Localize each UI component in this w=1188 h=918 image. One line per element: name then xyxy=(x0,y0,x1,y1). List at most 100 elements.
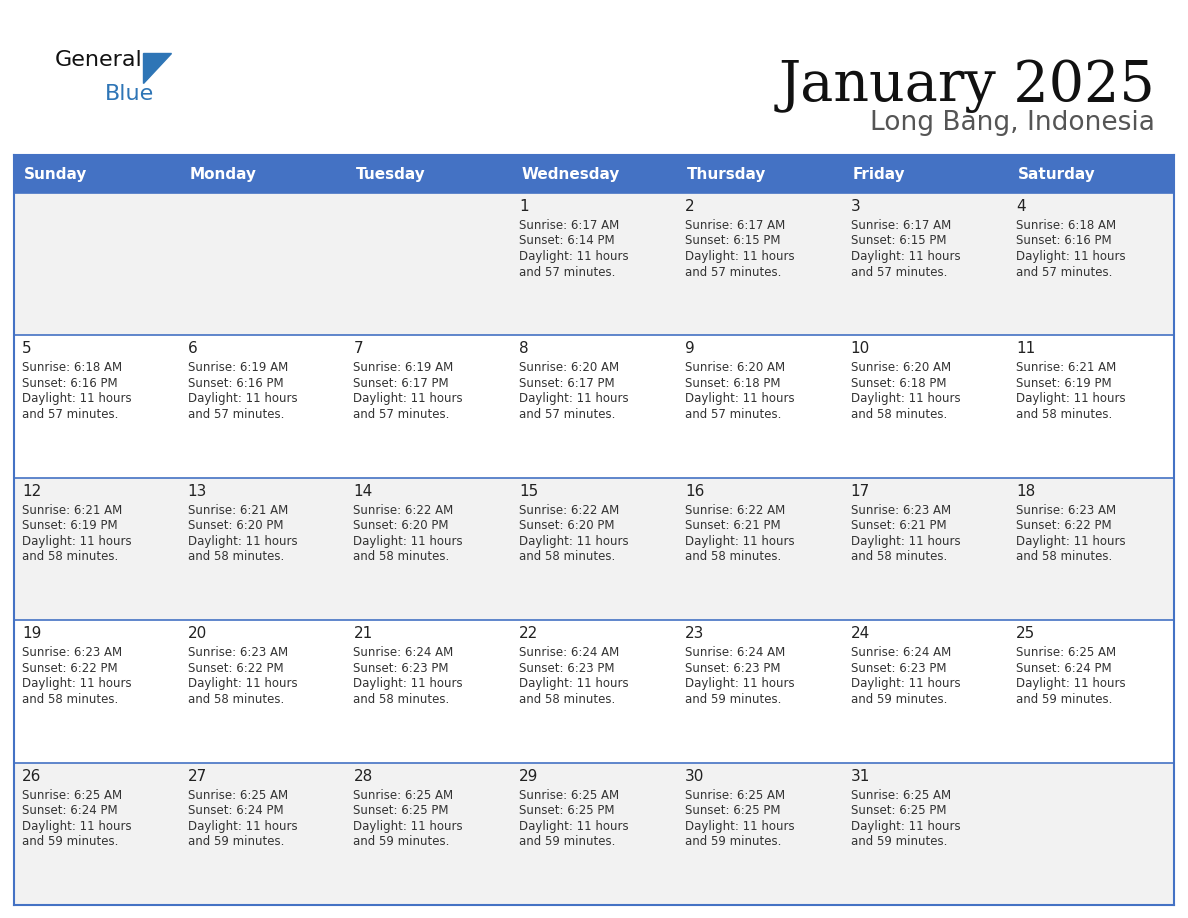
Text: Sunset: 6:22 PM: Sunset: 6:22 PM xyxy=(23,662,118,675)
Text: Daylight: 11 hours: Daylight: 11 hours xyxy=(851,250,960,263)
Text: and 57 minutes.: and 57 minutes. xyxy=(519,265,615,278)
Text: Sunset: 6:21 PM: Sunset: 6:21 PM xyxy=(684,520,781,532)
Bar xyxy=(14,155,1174,193)
Bar xyxy=(14,193,1174,335)
Text: and 59 minutes.: and 59 minutes. xyxy=(1016,693,1113,706)
Text: 25: 25 xyxy=(1016,626,1036,641)
Text: Daylight: 11 hours: Daylight: 11 hours xyxy=(519,820,628,833)
Text: Daylight: 11 hours: Daylight: 11 hours xyxy=(23,677,132,690)
Text: Daylight: 11 hours: Daylight: 11 hours xyxy=(188,677,297,690)
Text: Daylight: 11 hours: Daylight: 11 hours xyxy=(188,535,297,548)
Text: Daylight: 11 hours: Daylight: 11 hours xyxy=(353,392,463,406)
Text: Sunset: 6:21 PM: Sunset: 6:21 PM xyxy=(851,520,946,532)
Text: Sunset: 6:25 PM: Sunset: 6:25 PM xyxy=(353,804,449,817)
Text: Daylight: 11 hours: Daylight: 11 hours xyxy=(851,677,960,690)
Text: Thursday: Thursday xyxy=(687,166,766,182)
Text: and 59 minutes.: and 59 minutes. xyxy=(353,835,450,848)
Text: 30: 30 xyxy=(684,768,704,784)
Text: Daylight: 11 hours: Daylight: 11 hours xyxy=(1016,250,1126,263)
Text: Sunrise: 6:25 AM: Sunrise: 6:25 AM xyxy=(684,789,785,801)
Text: Sunrise: 6:25 AM: Sunrise: 6:25 AM xyxy=(519,789,619,801)
Text: and 57 minutes.: and 57 minutes. xyxy=(519,408,615,420)
Text: and 59 minutes.: and 59 minutes. xyxy=(851,835,947,848)
Text: 28: 28 xyxy=(353,768,373,784)
Text: Sunset: 6:22 PM: Sunset: 6:22 PM xyxy=(1016,520,1112,532)
Text: and 57 minutes.: and 57 minutes. xyxy=(684,408,782,420)
Text: Sunset: 6:18 PM: Sunset: 6:18 PM xyxy=(851,377,946,390)
Text: Sunrise: 6:19 AM: Sunrise: 6:19 AM xyxy=(353,362,454,375)
Text: Tuesday: Tuesday xyxy=(355,166,425,182)
Text: Daylight: 11 hours: Daylight: 11 hours xyxy=(684,250,795,263)
Text: 22: 22 xyxy=(519,626,538,641)
Text: Sunrise: 6:18 AM: Sunrise: 6:18 AM xyxy=(23,362,122,375)
Text: Sunset: 6:25 PM: Sunset: 6:25 PM xyxy=(851,804,946,817)
Text: January 2025: January 2025 xyxy=(778,58,1155,113)
Text: Sunset: 6:15 PM: Sunset: 6:15 PM xyxy=(684,234,781,248)
Text: and 58 minutes.: and 58 minutes. xyxy=(353,693,450,706)
Text: 21: 21 xyxy=(353,626,373,641)
Text: Sunrise: 6:25 AM: Sunrise: 6:25 AM xyxy=(851,789,950,801)
Text: and 58 minutes.: and 58 minutes. xyxy=(1016,408,1112,420)
Text: Sunset: 6:15 PM: Sunset: 6:15 PM xyxy=(851,234,946,248)
Text: and 59 minutes.: and 59 minutes. xyxy=(851,693,947,706)
Text: Sunrise: 6:24 AM: Sunrise: 6:24 AM xyxy=(684,646,785,659)
Text: Sunrise: 6:22 AM: Sunrise: 6:22 AM xyxy=(519,504,619,517)
Text: 3: 3 xyxy=(851,199,860,214)
Text: Blue: Blue xyxy=(105,84,154,104)
Text: Daylight: 11 hours: Daylight: 11 hours xyxy=(1016,535,1126,548)
Text: Sunrise: 6:17 AM: Sunrise: 6:17 AM xyxy=(851,219,950,232)
Text: Sunrise: 6:17 AM: Sunrise: 6:17 AM xyxy=(519,219,619,232)
Text: Wednesday: Wednesday xyxy=(522,166,619,182)
Text: Sunset: 6:24 PM: Sunset: 6:24 PM xyxy=(1016,662,1112,675)
Text: Daylight: 11 hours: Daylight: 11 hours xyxy=(684,677,795,690)
Text: 6: 6 xyxy=(188,341,197,356)
Text: 18: 18 xyxy=(1016,484,1036,498)
Text: Sunrise: 6:23 AM: Sunrise: 6:23 AM xyxy=(23,646,122,659)
Text: Daylight: 11 hours: Daylight: 11 hours xyxy=(519,250,628,263)
Text: 14: 14 xyxy=(353,484,373,498)
Text: Sunset: 6:24 PM: Sunset: 6:24 PM xyxy=(188,804,284,817)
Text: Sunrise: 6:25 AM: Sunrise: 6:25 AM xyxy=(188,789,287,801)
Text: Daylight: 11 hours: Daylight: 11 hours xyxy=(684,392,795,406)
Text: Daylight: 11 hours: Daylight: 11 hours xyxy=(353,535,463,548)
Text: and 59 minutes.: and 59 minutes. xyxy=(684,693,782,706)
Text: Monday: Monday xyxy=(190,166,257,182)
Text: 26: 26 xyxy=(23,768,42,784)
Text: Daylight: 11 hours: Daylight: 11 hours xyxy=(684,535,795,548)
Text: Sunset: 6:22 PM: Sunset: 6:22 PM xyxy=(188,662,284,675)
Text: 8: 8 xyxy=(519,341,529,356)
Text: Daylight: 11 hours: Daylight: 11 hours xyxy=(851,820,960,833)
Text: and 59 minutes.: and 59 minutes. xyxy=(188,835,284,848)
Text: Sunrise: 6:25 AM: Sunrise: 6:25 AM xyxy=(1016,646,1117,659)
Text: Sunset: 6:16 PM: Sunset: 6:16 PM xyxy=(1016,234,1112,248)
Text: 29: 29 xyxy=(519,768,538,784)
Text: Sunset: 6:19 PM: Sunset: 6:19 PM xyxy=(1016,377,1112,390)
Text: and 57 minutes.: and 57 minutes. xyxy=(188,408,284,420)
Text: 19: 19 xyxy=(23,626,42,641)
Text: and 58 minutes.: and 58 minutes. xyxy=(519,693,615,706)
Text: 23: 23 xyxy=(684,626,704,641)
Bar xyxy=(14,335,1174,477)
Text: and 57 minutes.: and 57 minutes. xyxy=(353,408,450,420)
Text: Daylight: 11 hours: Daylight: 11 hours xyxy=(851,392,960,406)
Text: Sunset: 6:20 PM: Sunset: 6:20 PM xyxy=(353,520,449,532)
Text: Daylight: 11 hours: Daylight: 11 hours xyxy=(519,677,628,690)
Text: Daylight: 11 hours: Daylight: 11 hours xyxy=(23,820,132,833)
Text: Sunrise: 6:21 AM: Sunrise: 6:21 AM xyxy=(1016,362,1117,375)
Text: 5: 5 xyxy=(23,341,32,356)
Text: Daylight: 11 hours: Daylight: 11 hours xyxy=(1016,392,1126,406)
Text: Daylight: 11 hours: Daylight: 11 hours xyxy=(23,535,132,548)
Text: and 58 minutes.: and 58 minutes. xyxy=(1016,550,1112,564)
Text: and 57 minutes.: and 57 minutes. xyxy=(23,408,119,420)
Text: Sunrise: 6:24 AM: Sunrise: 6:24 AM xyxy=(353,646,454,659)
Text: 7: 7 xyxy=(353,341,364,356)
Text: General: General xyxy=(55,50,143,70)
Text: 10: 10 xyxy=(851,341,870,356)
Text: Sunrise: 6:20 AM: Sunrise: 6:20 AM xyxy=(851,362,950,375)
Text: Sunrise: 6:17 AM: Sunrise: 6:17 AM xyxy=(684,219,785,232)
Text: 9: 9 xyxy=(684,341,695,356)
Text: 24: 24 xyxy=(851,626,870,641)
Text: and 58 minutes.: and 58 minutes. xyxy=(23,550,119,564)
Text: Sunset: 6:16 PM: Sunset: 6:16 PM xyxy=(188,377,284,390)
Text: and 58 minutes.: and 58 minutes. xyxy=(188,693,284,706)
